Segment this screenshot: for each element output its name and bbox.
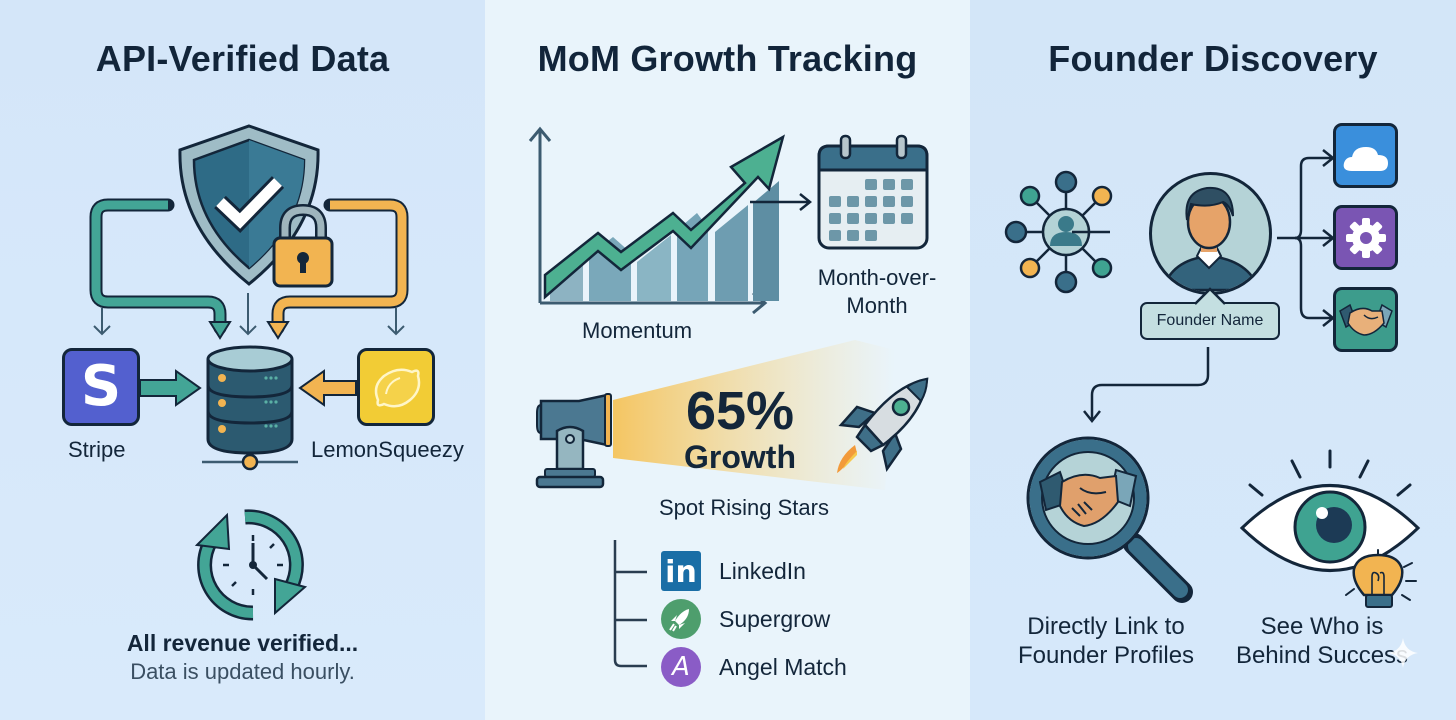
caption-founder-profiles: Directly Link to Founder Profiles xyxy=(996,612,1216,670)
settings-tile[interactable] xyxy=(1333,205,1398,270)
panel-founder-discovery: Founder Discovery Founder xyxy=(970,0,1456,720)
rocket-icon xyxy=(837,377,929,473)
linkedin-icon: in xyxy=(661,551,701,591)
source-name: Supergrow xyxy=(719,605,831,632)
growth-chart-icon xyxy=(528,126,785,315)
sparkle-icon xyxy=(1388,638,1418,668)
panel-title: API-Verified Data xyxy=(95,38,390,79)
source-name: LinkedIn xyxy=(719,557,806,584)
handshake-icon xyxy=(1339,303,1393,336)
supergrow-rocket-icon xyxy=(661,599,701,639)
connector-line xyxy=(1072,230,1110,234)
arrow-right-icon xyxy=(139,369,202,407)
arrow-left-icon xyxy=(298,369,357,407)
panel-api-verified-data: API-Verified Data S Stripe xyxy=(0,0,485,720)
momentum-label: Momentum xyxy=(582,318,693,343)
flow-arrows xyxy=(89,198,409,340)
caption-behind-success: See Who is Behind Success xyxy=(1222,612,1422,670)
magnifier-handshake-icon xyxy=(1026,436,1193,603)
caption-left-line2: Founder Profiles xyxy=(1017,642,1195,669)
founder-name-tag[interactable]: Founder Name xyxy=(1140,302,1280,340)
source-name: Angel Match xyxy=(719,653,847,680)
calendar-icon xyxy=(817,134,929,250)
spotlight-beam xyxy=(613,340,895,490)
network-hub-icon xyxy=(1004,170,1113,294)
clock-refresh-icon xyxy=(194,509,308,621)
growth-stat-label: Growth xyxy=(684,439,796,475)
source-item-supergrow[interactable]: Supergrow xyxy=(661,599,830,639)
spotlight-icon xyxy=(535,393,612,489)
link-arrow xyxy=(1083,347,1210,424)
panel-title: Founder Discovery xyxy=(1048,38,1378,79)
stripe-logo-icon: S xyxy=(62,348,140,426)
verification-subtext: Data is updated hourly. xyxy=(130,659,355,684)
source-item-linkedin[interactable]: in LinkedIn xyxy=(661,551,806,591)
stripe-glyph: S xyxy=(80,354,122,419)
caption-right-line2: Behind Success xyxy=(1235,642,1409,669)
calendar-caption: Month-over- Month xyxy=(797,265,957,319)
growth-stat: 65% Growth xyxy=(680,383,800,475)
lemonsqueezy-logo xyxy=(357,348,435,426)
linkedin-glyph: in xyxy=(665,555,697,590)
panel-title: MoM Growth Tracking xyxy=(537,38,918,79)
founder-avatar[interactable] xyxy=(1149,172,1272,295)
caption-left-line1: Directly Link to xyxy=(1027,613,1185,640)
cloud-icon xyxy=(1343,147,1388,171)
angel-match-glyph: A xyxy=(672,652,690,682)
padlock-icon xyxy=(272,203,334,288)
tag-pointer xyxy=(1194,287,1226,305)
lemonsqueezy-label: LemonSqueezy xyxy=(311,437,464,462)
growth-stat-value: 65% xyxy=(685,381,795,441)
calendar-caption-line1: Month-over- xyxy=(817,265,937,290)
eye-insight-icon xyxy=(1239,449,1421,608)
caption-right-line1: See Who is xyxy=(1260,613,1384,640)
arrow-to-calendar xyxy=(750,193,813,211)
partnership-tile[interactable] xyxy=(1333,287,1398,352)
source-tree-lines xyxy=(613,540,647,668)
angel-match-icon: A xyxy=(661,647,701,687)
panel-mom-growth: MoM Growth Tracking Momentum xyxy=(485,0,970,720)
source-item-angel-match[interactable]: A Angel Match xyxy=(661,647,847,687)
founder-name-text: Founder Name xyxy=(1156,312,1264,329)
shield-check-icon xyxy=(178,124,320,286)
verification-headline: All revenue verified... xyxy=(126,630,359,656)
gear-icon xyxy=(1346,218,1386,258)
spotlight-caption: Spot Rising Stars xyxy=(659,495,829,520)
database-icon xyxy=(202,345,298,471)
stripe-label: Stripe xyxy=(68,437,126,462)
calendar-caption-line2: Month xyxy=(846,293,908,318)
lemon-icon xyxy=(374,368,421,408)
verification-note: All revenue verified... Data is updated … xyxy=(0,630,485,685)
cloud-tile[interactable] xyxy=(1333,123,1398,188)
